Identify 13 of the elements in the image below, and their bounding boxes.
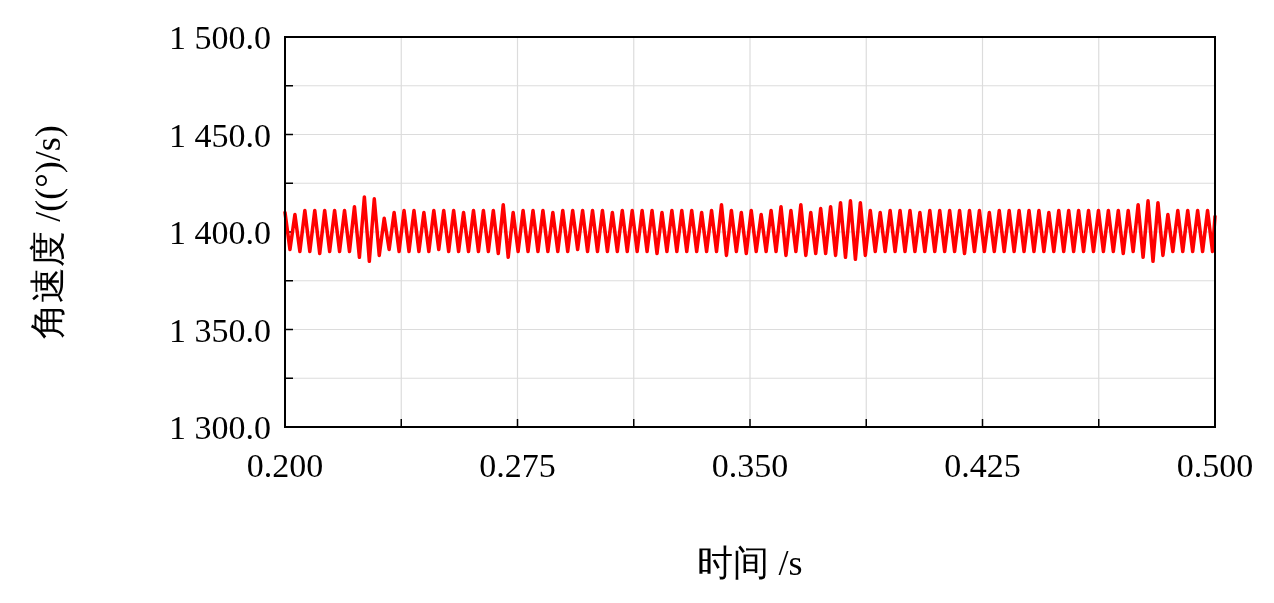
x-tick-label: 0.350 bbox=[711, 447, 789, 484]
x-tick-label: 0.425 bbox=[944, 447, 1021, 484]
line-series bbox=[283, 195, 1217, 263]
y-tick-label: 1 300.0 bbox=[169, 409, 271, 446]
x-tick-label: 0.500 bbox=[1176, 447, 1254, 484]
x-tick-label: 0.200 bbox=[246, 447, 324, 484]
x-tick-label: 0.275 bbox=[479, 447, 556, 484]
y-axis-title: 角速度 /((°)/s) bbox=[28, 125, 68, 339]
x-axis-title: 时间 /s bbox=[697, 543, 803, 583]
y-tick-label: 1 400.0 bbox=[169, 214, 271, 251]
y-tick-label: 1 450.0 bbox=[169, 116, 271, 154]
y-tick-label: 1 350.0 bbox=[169, 311, 271, 349]
y-tick-label: 1 500.0 bbox=[169, 19, 271, 56]
